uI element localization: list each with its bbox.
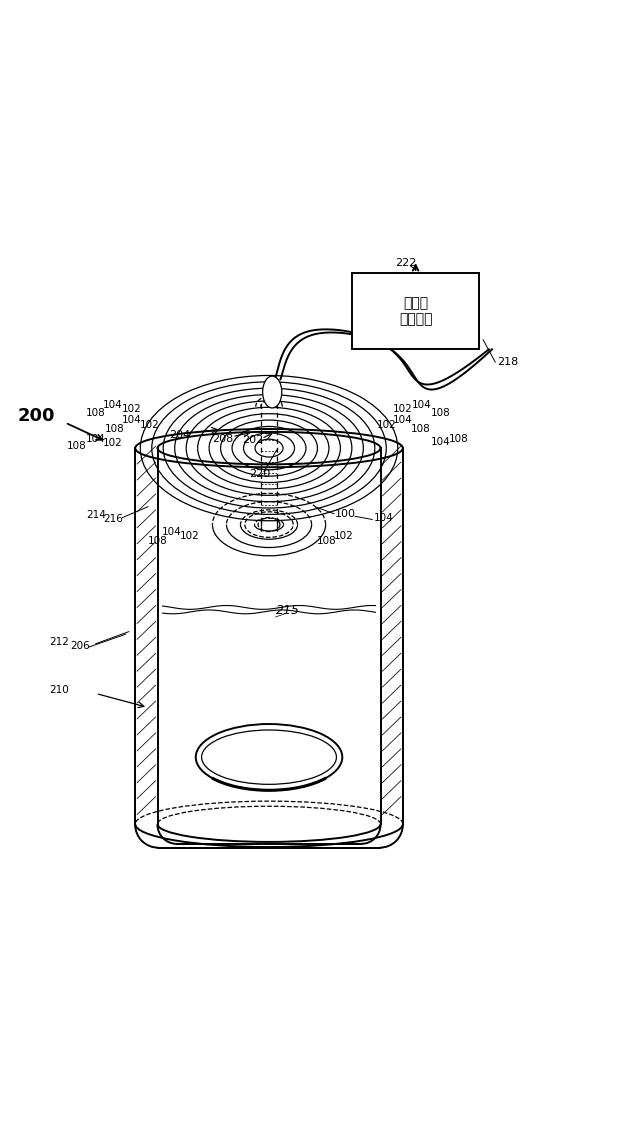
Text: 104: 104 bbox=[393, 415, 413, 426]
Text: 200: 200 bbox=[18, 408, 55, 426]
Text: 104: 104 bbox=[163, 528, 182, 538]
Text: 108: 108 bbox=[431, 408, 451, 418]
Text: 108: 108 bbox=[317, 535, 336, 546]
Text: メータ
電子機器: メータ 電子機器 bbox=[399, 295, 433, 326]
Ellipse shape bbox=[196, 724, 342, 790]
Text: 104: 104 bbox=[431, 437, 451, 447]
Ellipse shape bbox=[262, 376, 282, 408]
Text: 222: 222 bbox=[396, 258, 417, 268]
Text: 102: 102 bbox=[393, 404, 413, 414]
Text: 208: 208 bbox=[212, 434, 234, 444]
Text: 108: 108 bbox=[148, 535, 168, 546]
Text: 212: 212 bbox=[49, 637, 68, 648]
Text: 104: 104 bbox=[86, 434, 106, 444]
Text: 220: 220 bbox=[249, 469, 270, 479]
Text: 102: 102 bbox=[103, 438, 123, 448]
Text: 102: 102 bbox=[179, 531, 199, 541]
Text: 218: 218 bbox=[497, 357, 518, 367]
Text: 108: 108 bbox=[449, 434, 468, 444]
Text: 202: 202 bbox=[243, 435, 264, 445]
Text: 102: 102 bbox=[140, 420, 159, 429]
Text: 104: 104 bbox=[374, 513, 394, 523]
Text: 108: 108 bbox=[105, 424, 125, 434]
Text: 214: 214 bbox=[86, 511, 106, 520]
Text: 104: 104 bbox=[412, 401, 432, 411]
Ellipse shape bbox=[202, 730, 337, 784]
Bar bbox=[352, 273, 479, 350]
Text: 210: 210 bbox=[49, 685, 68, 695]
Text: 102: 102 bbox=[333, 531, 353, 541]
Text: 216: 216 bbox=[103, 514, 123, 524]
Text: 108: 108 bbox=[86, 408, 106, 418]
Text: 102: 102 bbox=[122, 404, 142, 414]
Text: 104: 104 bbox=[122, 415, 142, 426]
Text: 206: 206 bbox=[70, 641, 90, 651]
Text: 108: 108 bbox=[67, 441, 86, 452]
Text: 213: 213 bbox=[258, 751, 280, 764]
Text: 215: 215 bbox=[276, 604, 300, 617]
Text: 100: 100 bbox=[335, 508, 356, 518]
Text: 204: 204 bbox=[169, 430, 191, 439]
Text: 108: 108 bbox=[411, 424, 431, 434]
Text: 102: 102 bbox=[376, 420, 396, 429]
Text: 104: 104 bbox=[103, 401, 123, 411]
